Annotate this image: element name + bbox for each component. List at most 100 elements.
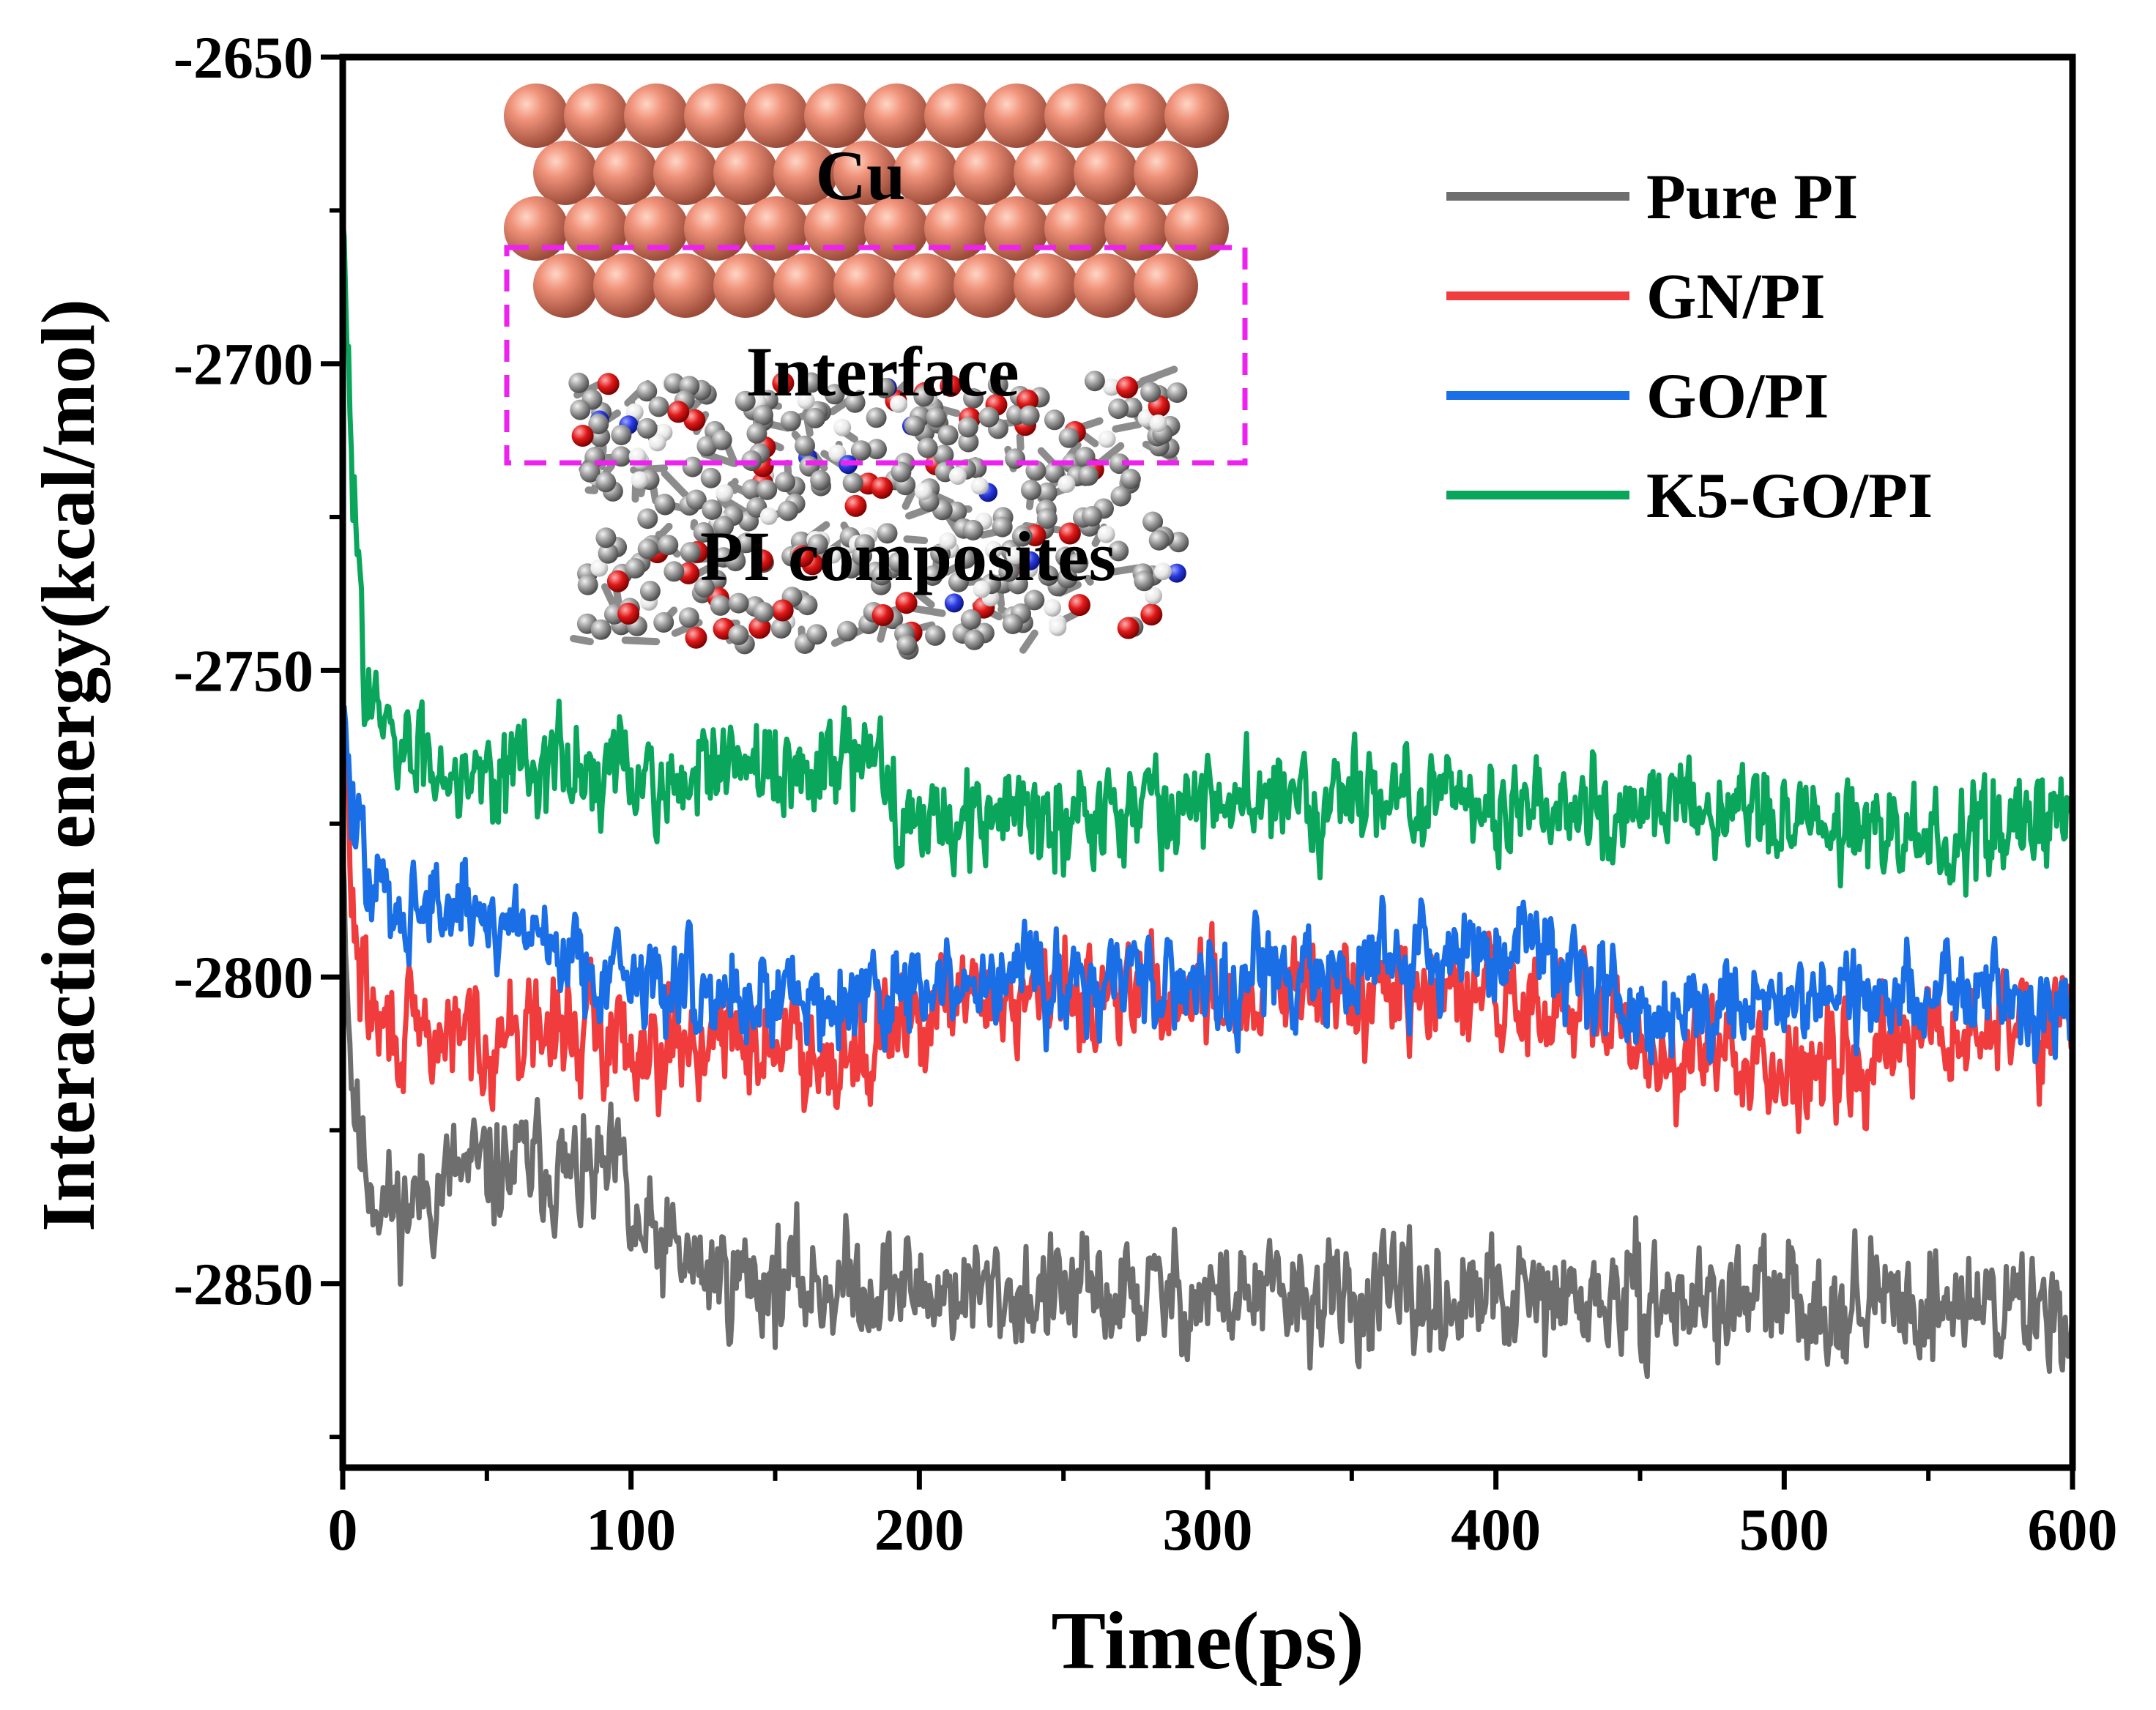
carbon-atom	[806, 624, 827, 644]
x-axis-title: Time(ps)	[1051, 1596, 1364, 1687]
cu-atom	[833, 253, 898, 318]
carbon-atom	[655, 494, 675, 514]
oxygen-atom	[667, 401, 689, 423]
cu-atom	[684, 196, 748, 261]
carbon-atom	[1044, 409, 1065, 430]
carbon-atom	[757, 480, 777, 500]
carbon-atom	[1005, 448, 1025, 469]
cu-atom	[533, 141, 598, 205]
cu-atom	[1134, 141, 1198, 205]
carbon-atom	[701, 468, 721, 488]
cu-atom	[744, 83, 808, 148]
carbon-atom	[712, 430, 732, 450]
carbon-atom	[637, 418, 658, 439]
legend-label: K5-GO/PI	[1646, 461, 1933, 532]
carbon-atom	[746, 423, 767, 444]
oxygen-atom	[1068, 594, 1090, 616]
cu-atom	[504, 196, 568, 261]
cu-atom	[924, 83, 989, 148]
carbon-atom	[1111, 486, 1131, 507]
y-tick-label--2750: -2750	[174, 637, 313, 704]
cu-atom	[564, 83, 628, 148]
cu-atom	[1044, 196, 1109, 261]
hydrogen-atom	[949, 467, 967, 485]
cu-atom	[954, 141, 1018, 205]
interface-label: Interface	[746, 332, 1019, 411]
cu-label: Cu	[816, 136, 906, 215]
x-tick-label-600: 600	[2028, 1496, 2118, 1563]
hydrogen-atom	[715, 484, 733, 502]
hydrogen-atom	[1057, 475, 1075, 493]
bond	[625, 640, 657, 642]
cu-atom	[713, 141, 778, 205]
x-tick-label-500: 500	[1739, 1496, 1829, 1563]
cu-atom	[893, 253, 958, 318]
bond	[1000, 594, 1002, 604]
cu-atom	[984, 83, 1049, 148]
oxygen-atom	[872, 604, 894, 626]
pi-composites-label: PI composites	[700, 517, 1116, 595]
hydrogen-atom	[1049, 619, 1066, 636]
cu-atom	[1014, 141, 1078, 205]
bond	[911, 608, 943, 613]
carbon-atom	[1149, 530, 1170, 551]
cu-atom	[1164, 196, 1229, 261]
nitrogen-atom	[945, 593, 964, 612]
cu-atom	[504, 83, 568, 148]
carbon-atom	[640, 581, 661, 601]
carbon-atom	[1003, 614, 1023, 634]
y-tick-label--2850: -2850	[174, 1251, 313, 1317]
carbon-atom	[591, 620, 612, 640]
y-tick-label--2700: -2700	[174, 331, 313, 398]
y-tick-label--2650: -2650	[174, 24, 313, 91]
carbon-atom	[843, 472, 863, 493]
x-tick-label-400: 400	[1451, 1496, 1541, 1563]
carbon-atom	[964, 630, 984, 650]
carbon-atom	[729, 593, 749, 614]
cu-atom	[1074, 141, 1138, 205]
oxygen-atom	[685, 627, 707, 649]
oxygen-atom	[598, 373, 620, 395]
carbon-atom	[781, 411, 801, 431]
carbon-atom	[1120, 469, 1141, 489]
carbon-atom	[663, 561, 684, 581]
carbon-atom	[570, 400, 590, 420]
cu-atom	[684, 83, 748, 148]
carbon-atom	[904, 416, 925, 436]
oxygen-atom	[1116, 376, 1138, 398]
hydrogen-atom	[1154, 562, 1172, 580]
carbon-atom	[568, 373, 589, 393]
oxygen-atom	[1140, 603, 1162, 625]
hydrogen-atom	[1044, 599, 1061, 617]
cu-atom	[1014, 253, 1078, 318]
carbon-atom	[754, 602, 774, 622]
carbon-atom	[1019, 406, 1040, 426]
hydrogen-atom	[833, 419, 851, 436]
carbon-atom	[679, 607, 699, 628]
carbon-atom	[710, 595, 731, 616]
x-tick-label-300: 300	[1163, 1496, 1253, 1563]
carbon-atom	[1085, 371, 1105, 391]
cu-atom	[954, 253, 1018, 318]
y-tick-label--2800: -2800	[174, 944, 313, 1011]
molecular-structure-inset: Cu Interface PI composites	[504, 83, 1245, 660]
carbon-atom	[1078, 466, 1099, 486]
cu-atom	[924, 196, 989, 261]
oxygen-atom	[617, 603, 639, 625]
hydrogen-atom	[631, 471, 648, 488]
carbon-atom	[1108, 398, 1129, 419]
carbon-atom	[649, 396, 669, 417]
carbon-atom	[1140, 382, 1161, 403]
hydrogen-atom	[915, 483, 932, 500]
carbon-atom	[680, 542, 701, 562]
carbon-atom	[775, 472, 795, 492]
bond	[1020, 436, 1021, 447]
carbon-atom	[637, 508, 658, 529]
bond	[589, 490, 595, 491]
cu-atom	[624, 83, 688, 148]
cu-atom	[744, 196, 808, 261]
